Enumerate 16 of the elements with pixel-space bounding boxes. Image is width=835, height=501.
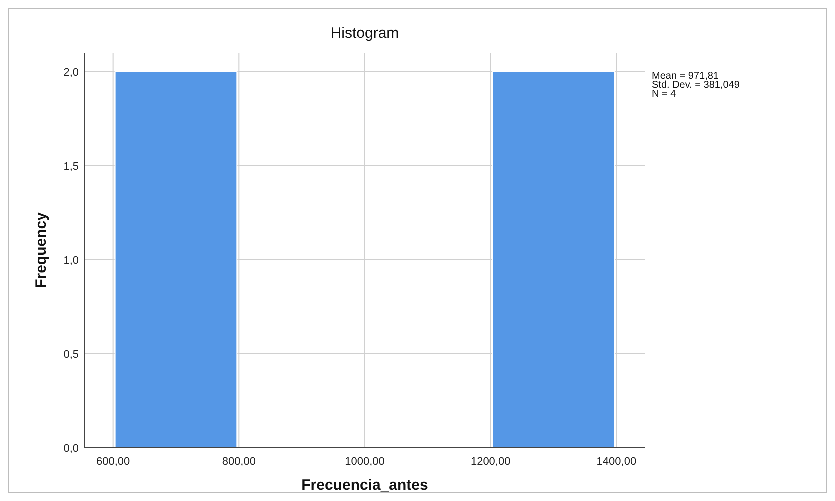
chart-title: Histogram — [330, 25, 400, 42]
y-tick-label: 2,0 — [64, 66, 79, 79]
x-tick-label: 1200,00 — [470, 456, 511, 468]
text: Std. Dev. = 381,049 — [652, 80, 740, 91]
text: N = 4 — [652, 89, 677, 100]
y-tick-label: 0,0 — [64, 443, 79, 455]
y-tick-label: 1,5 — [64, 160, 79, 173]
x-tick-label: 1000,00 — [345, 456, 385, 468]
text: Mean = 971,81 — [652, 71, 720, 82]
x-tick-label: 1400,00 — [596, 456, 637, 468]
y-tick-label: 0,5 — [64, 348, 79, 361]
x-axis-title: Frecuencia_antes — [302, 477, 428, 494]
y-axis-title: Frequency — [33, 212, 50, 288]
y-tick-label: 1,0 — [64, 254, 79, 267]
x-tick-label: 600,00 — [96, 456, 130, 468]
x-tick-label: 800,00 — [222, 456, 256, 468]
